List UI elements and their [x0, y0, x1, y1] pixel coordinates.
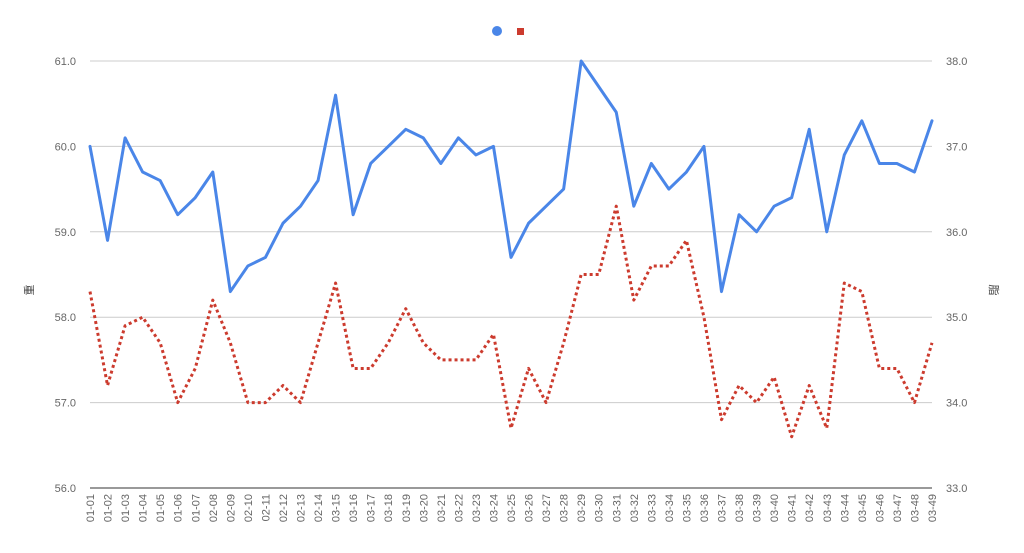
x-tick-label: 03-45: [857, 494, 869, 522]
x-tick-label: 03-26: [524, 494, 536, 522]
x-tick-label: 01-02: [103, 494, 115, 522]
x-tick-label: 03-33: [646, 494, 658, 522]
series-line-weight: [88, 59, 934, 294]
x-tick-label: 03-39: [752, 494, 764, 522]
x-tick-label: 03-29: [576, 494, 588, 522]
x-tick-label: 01-01: [85, 494, 97, 522]
x-tick-label: 03-16: [348, 494, 360, 522]
x-tick-label: 03-48: [909, 494, 921, 522]
y-left-tick-label: 61.0: [55, 56, 76, 68]
x-tick-label: 01-06: [173, 494, 185, 522]
y-axis-left-label: 重: [22, 285, 36, 296]
x-tick-label: 02-10: [243, 494, 255, 522]
y-right-tick-label: 34.0: [946, 398, 967, 410]
axes: 56.0 57.0 58.0 59.0 60.0 61.0 33.0 34.0 35.0 36.0…: [55, 56, 968, 522]
x-tick-label: 02-14: [313, 494, 325, 522]
x-tick-label: 03-38: [734, 494, 746, 522]
y-left-tick-label: 60.0: [55, 141, 76, 153]
x-tick-label: 03-37: [717, 494, 729, 522]
legend: [492, 26, 524, 36]
x-tick-label: 03-21: [436, 494, 448, 522]
y-right-tick-label: 35.0: [946, 312, 967, 324]
legend-marker-weight: [492, 26, 502, 36]
x-tick-label: 03-27: [541, 494, 553, 522]
x-tick-label: 03-30: [594, 494, 606, 522]
x-tick-label: 01-05: [155, 494, 167, 522]
x-tick-label: 03-24: [488, 494, 500, 522]
x-tick-label: 03-18: [383, 494, 395, 522]
x-tick-label: 01-07: [190, 494, 202, 522]
y-left-tick-label: 56.0: [55, 483, 76, 495]
y-left-tick-label: 59.0: [55, 227, 76, 239]
x-tick-label: 03-34: [664, 494, 676, 522]
x-tick-label: 03-28: [559, 494, 571, 522]
x-tick-label: 02-11: [260, 494, 272, 521]
x-tick-label: 02-09: [225, 494, 237, 522]
x-tick-label: 03-17: [366, 494, 378, 522]
x-tick-label: 03-31: [611, 494, 623, 522]
x-tick-label: 03-20: [418, 494, 430, 522]
y-left-tick-label: 57.0: [55, 398, 76, 410]
x-tick-label: 03-25: [506, 494, 518, 522]
x-tick-label: 03-44: [839, 494, 851, 522]
x-tick-label: 03-36: [699, 494, 711, 522]
x-tick-label: 03-43: [822, 494, 834, 522]
x-tick-label: 02-13: [296, 494, 308, 522]
x-tick-label: 03-22: [453, 494, 465, 522]
x-tick-label: 01-03: [120, 494, 132, 522]
x-tick-label: 03-42: [804, 494, 816, 522]
y-axis-right-label: 脂: [987, 285, 1001, 296]
x-tick-label: 03-23: [471, 494, 483, 522]
y-left-tick-label: 58.0: [55, 312, 76, 324]
gridlines: [90, 60, 932, 489]
x-tick-label: 03-40: [769, 494, 781, 522]
x-tick-label: 02-08: [208, 494, 220, 522]
x-tick-label: 03-32: [629, 494, 641, 522]
legend-marker-fat: [517, 28, 524, 35]
y-right-tick-label: 37.0: [946, 141, 967, 153]
y-right-tick-label: 38.0: [946, 56, 967, 68]
x-tick-label: 03-41: [787, 494, 799, 522]
x-tick-label: 01-04: [138, 494, 150, 522]
series-line-fat: [88, 204, 934, 439]
x-tick-label: 03-35: [681, 494, 693, 522]
x-tick-label: 03-49: [927, 494, 939, 522]
x-tick-label: 03-46: [874, 494, 886, 522]
x-tick-label: 02-12: [278, 494, 290, 522]
y-right-tick-label: 36.0: [946, 227, 967, 239]
x-tick-label: 03-15: [331, 494, 343, 522]
series-lines: [88, 59, 934, 439]
x-tick-label: 03-47: [892, 494, 904, 522]
y-right-tick-label: 33.0: [946, 483, 967, 495]
x-tick-label: 03-19: [401, 494, 413, 522]
